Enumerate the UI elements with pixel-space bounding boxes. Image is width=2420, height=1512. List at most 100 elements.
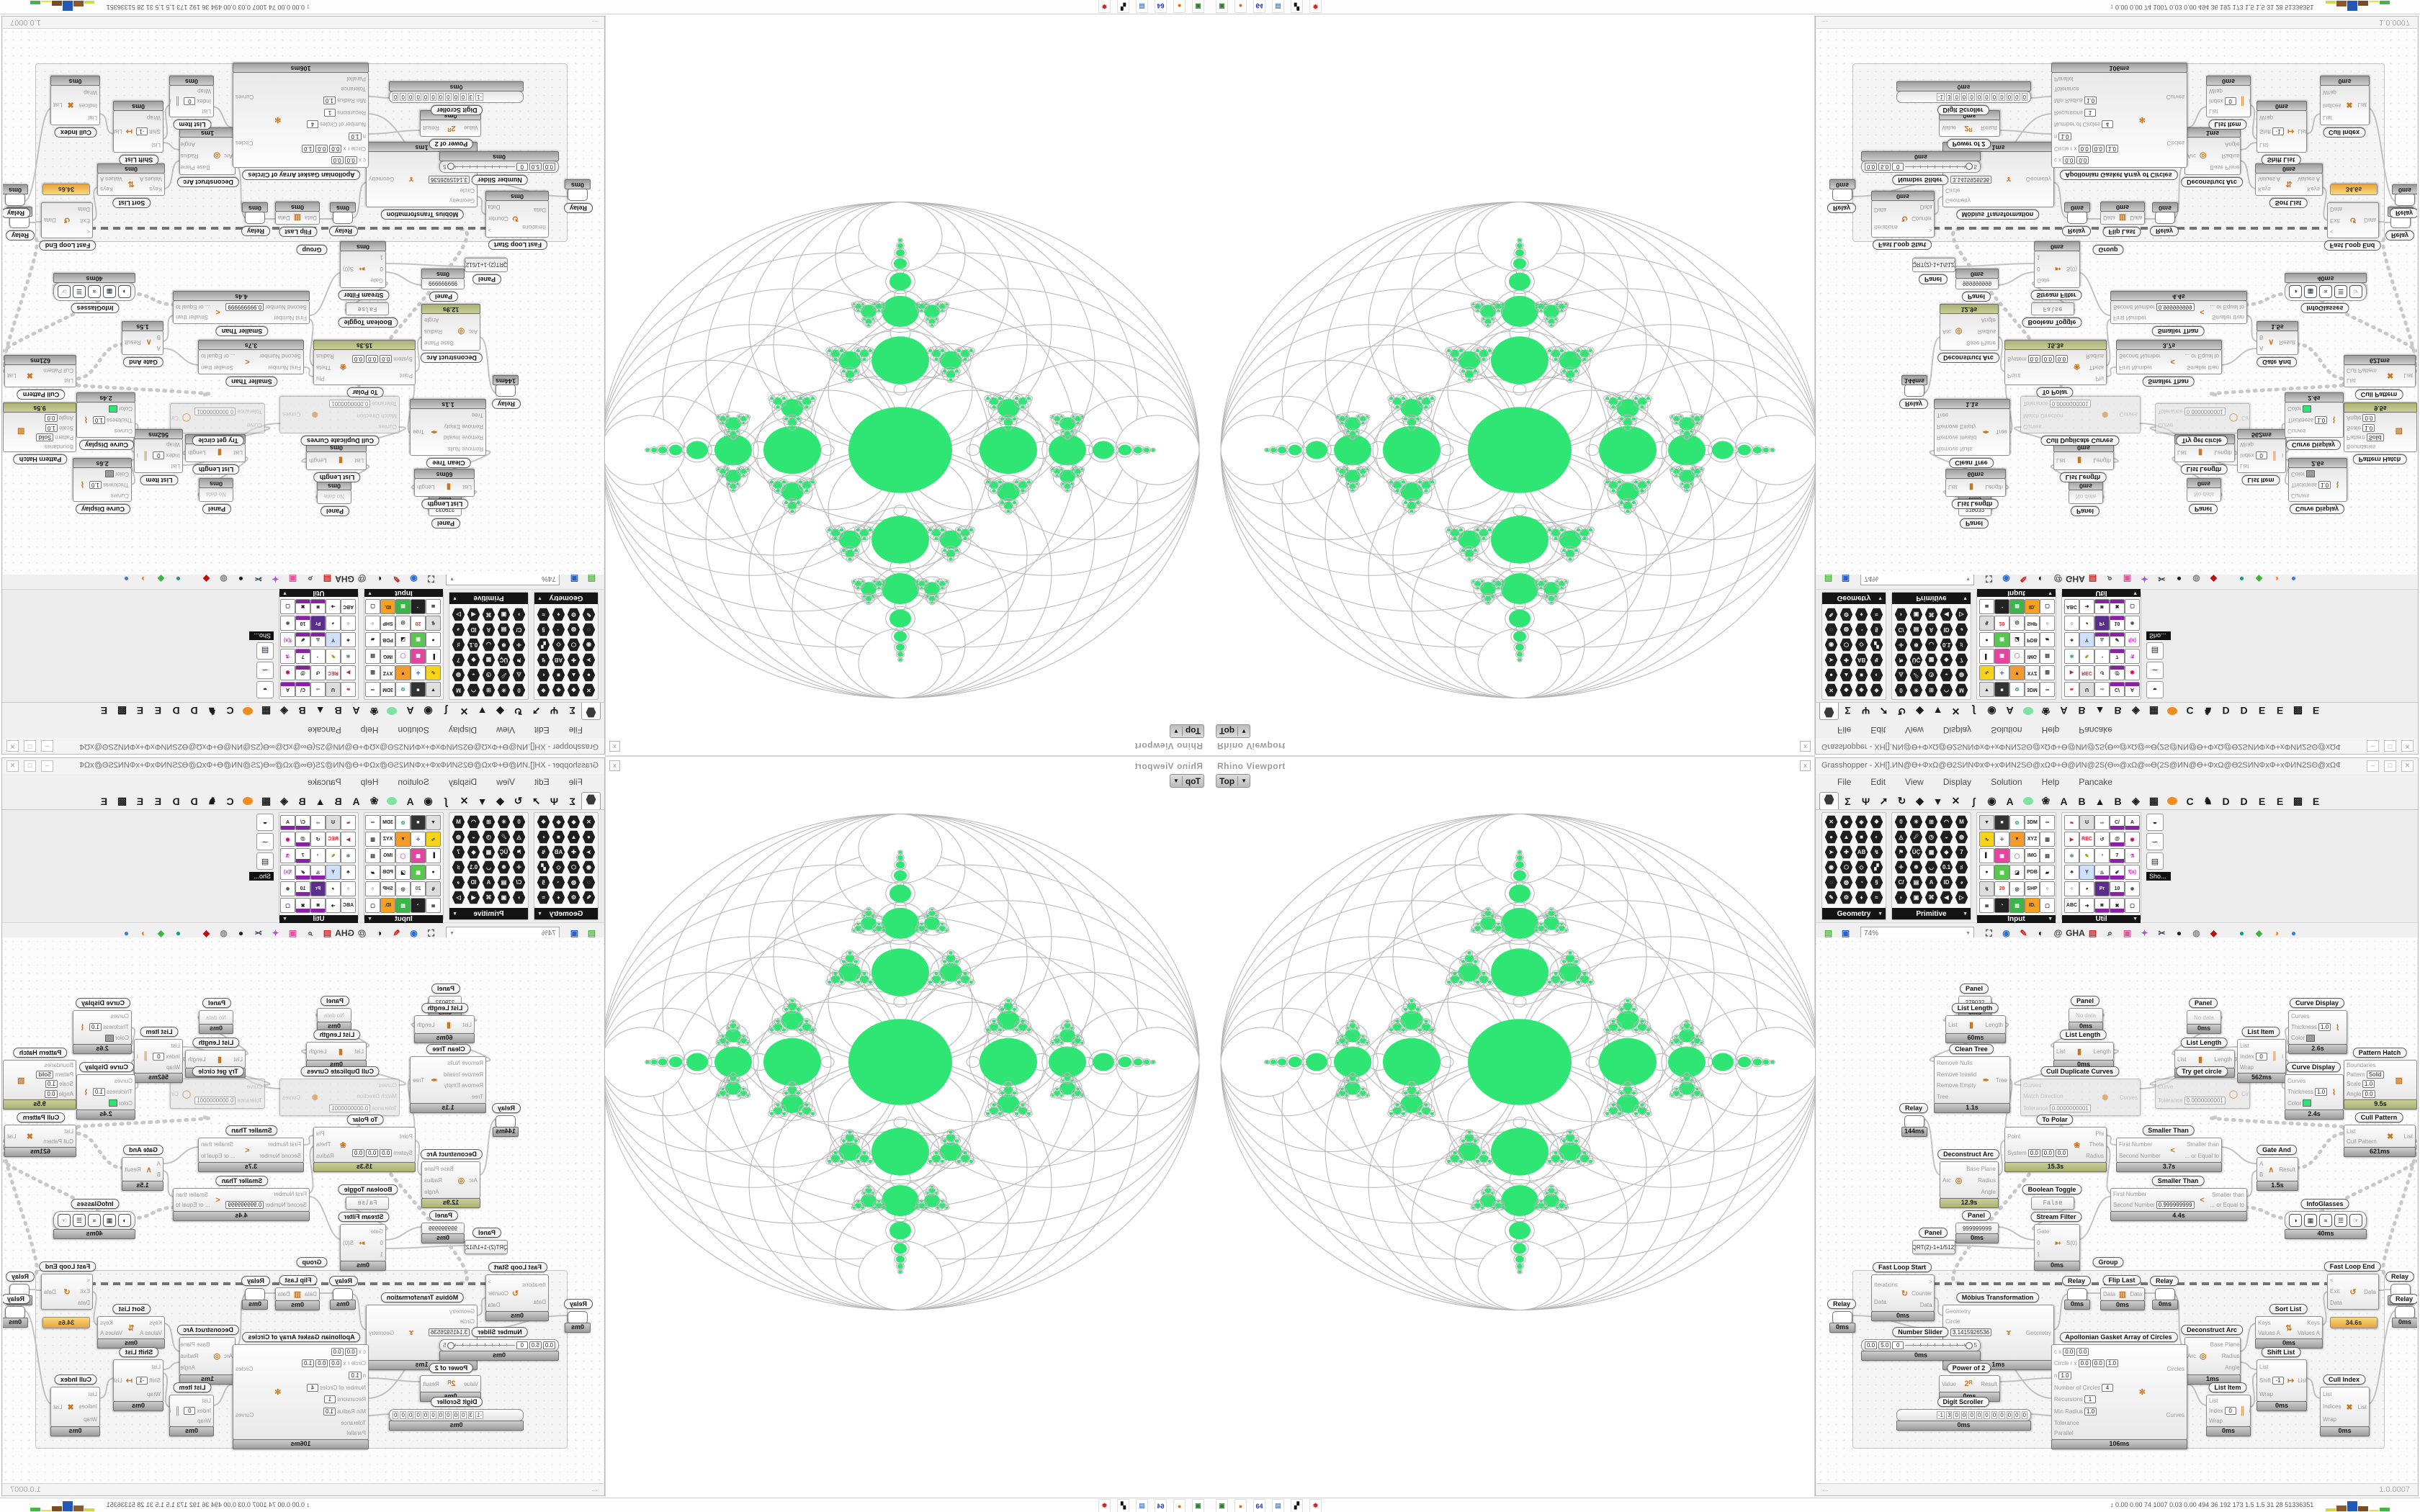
tab-2[interactable]: Ψ	[550, 705, 559, 716]
component-icon[interactable]: IMG	[380, 848, 395, 863]
component-icon[interactable]: ♦	[552, 891, 565, 904]
component-icon[interactable]: ↯	[537, 653, 550, 667]
tab-0[interactable]	[581, 703, 601, 720]
component-icon[interactable]: §	[537, 876, 550, 889]
taskbar-app-icon-5[interactable]: ✹	[1098, 1499, 1111, 1512]
tab-4[interactable]: ↻	[1897, 706, 1906, 717]
list-length-node[interactable]: List ▮ Length	[306, 451, 367, 470]
component-icon[interactable]: PDB	[2025, 632, 2040, 647]
cull-pattern-node[interactable]: List Cull Pattern ✖ List	[4, 1125, 76, 1148]
component-icon[interactable]: ↯	[426, 881, 441, 896]
component-icon[interactable]: ⚛	[341, 649, 356, 664]
palette-label-input[interactable]: Input ▼	[364, 915, 443, 923]
component-icon[interactable]: ◔	[1994, 599, 2009, 614]
tab-7[interactable]: ✕	[460, 795, 469, 806]
component-icon[interactable]: ABC	[2064, 898, 2079, 913]
list-item-node[interactable]: List Index 0 Wrap ║ i	[2237, 438, 2286, 473]
component-icon[interactable]: ◯	[2009, 649, 2025, 664]
component-icon[interactable]: ▼	[426, 815, 441, 830]
tab-25[interactable]: E	[136, 796, 144, 807]
stream-filter-node[interactable]: Gate 0 1 ➳ S(0)	[2034, 1224, 2080, 1261]
component-icon[interactable]: ◪	[395, 632, 411, 647]
stream-filter-node[interactable]: Gate 0 1 ➳ S(0)	[340, 251, 386, 288]
component-icon[interactable]: ◇	[552, 860, 565, 874]
component-icon[interactable]: A	[2125, 682, 2140, 697]
component-icon[interactable]: ✿	[395, 815, 411, 830]
component-icon[interactable]: REC	[2079, 832, 2094, 847]
component-icon[interactable]: 0.1	[1940, 860, 1953, 874]
list-length-node[interactable]: List ▮ Length	[2174, 444, 2235, 462]
component-icon[interactable]: ◉	[280, 832, 295, 847]
stream-filter-node[interactable]: Gate 0 1 ➳ S(0)	[2034, 251, 2080, 288]
component-icon[interactable]: ⚗	[280, 848, 295, 863]
cull-index-node[interactable]: List Indices Wrap ✖ List	[2320, 85, 2370, 125]
component-icon[interactable]: ▥	[365, 665, 380, 680]
menu-item-help[interactable]: Help	[2041, 777, 2060, 787]
component-icon[interactable]: ✐	[295, 865, 310, 880]
component-icon[interactable]: ◐	[1870, 830, 1883, 844]
component-icon[interactable]: ▼	[2009, 665, 2025, 680]
toolbar-icon-7[interactable]: @	[2053, 928, 2063, 938]
component-icon[interactable]: ❄	[497, 638, 511, 652]
tab-6[interactable]: ▼	[1932, 796, 1943, 807]
component-icon[interactable]: ❖	[1870, 815, 1883, 829]
component-icon[interactable]: ○	[2040, 616, 2055, 631]
component-icon[interactable]: ABC	[341, 898, 356, 913]
component-icon[interactable]: ↺	[2094, 665, 2110, 680]
component-icon[interactable]: Y	[2079, 865, 2094, 880]
viewport-close-button[interactable]: x	[609, 760, 620, 771]
component-icon[interactable]: ÜÇ	[497, 653, 511, 667]
component-icon[interactable]: ○	[365, 881, 380, 896]
fast-loop-end-node[interactable]: < Exit Data ↺ Data	[2327, 1274, 2379, 1310]
component-icon[interactable]: ◍	[1955, 830, 1968, 844]
deconstruct-arc-node[interactable]: Arc ◎ Base Plane Radius Angle	[1940, 1161, 1999, 1199]
tab-18[interactable]: ▦	[261, 795, 272, 806]
power-of-2-node[interactable]: Value 2ᴿ Result	[1939, 120, 2000, 137]
component-icon[interactable]: ▦	[1994, 865, 2009, 880]
component-icon[interactable]: C/	[295, 682, 310, 697]
fast-loop-start-node[interactable]: Iterations Data ↻ > Counter Data	[1871, 1274, 1935, 1312]
node-canvas[interactable]: Panel2790320msList LengthList▮Length60ms…	[1816, 29, 2417, 575]
palette-label-geometry[interactable]: Geometry ▼	[1822, 908, 1886, 919]
component-icon[interactable]: ◌	[1824, 876, 1838, 889]
tab-8[interactable]: ʃ	[444, 705, 448, 716]
viewport-close-button[interactable]: x	[1800, 760, 1811, 771]
component-icon[interactable]: ■	[552, 668, 565, 682]
component-icon[interactable]: ↺	[310, 832, 326, 847]
component-icon[interactable]: ≣	[426, 898, 441, 913]
tab-24[interactable]: E	[154, 705, 162, 716]
component-icon[interactable]: ◌	[582, 623, 596, 636]
panel-node[interactable]: No data	[317, 490, 351, 504]
component-icon[interactable]: ⬡	[567, 638, 581, 652]
component-icon[interactable]: ▤	[497, 623, 511, 636]
component-icon[interactable]: ▤	[2040, 649, 2055, 664]
tab-17[interactable]: ◈	[280, 795, 288, 806]
component-icon[interactable]: ≈	[537, 891, 550, 904]
tab-18[interactable]: ▦	[261, 706, 272, 717]
close-button[interactable]: ✕	[2401, 740, 2414, 752]
component-icon[interactable]: ◔	[552, 876, 565, 889]
component-icon[interactable]: ◆	[467, 845, 480, 859]
component-icon[interactable]: ✖	[2110, 898, 2125, 913]
component-icon[interactable]: ◷	[1924, 668, 1938, 682]
panel-node[interactable]: No data	[2187, 1010, 2221, 1025]
node-canvas[interactable]: Panel2790320msList LengthList▮Length60ms…	[3, 937, 604, 1483]
component-icon[interactable]: @	[2110, 832, 2125, 847]
relay-node[interactable]	[568, 188, 588, 201]
curve-display-node[interactable]: Curves Thickness 1.0 Color ⌇	[73, 1010, 132, 1045]
to-polar-node[interactable]: Point System 0.0 0.0 0.0 ❀ Phi Theta Radius	[2004, 349, 2107, 385]
component-icon[interactable]: ✹	[2125, 616, 2140, 631]
tab-13[interactable]: A	[352, 796, 360, 807]
component-icon[interactable]: ♯	[1955, 860, 1968, 874]
panel-node[interactable]: 34.6s	[42, 1317, 90, 1328]
component-icon[interactable]: 3DM	[2025, 682, 2040, 697]
tab-16[interactable]: B	[298, 796, 306, 807]
component-icon[interactable]: ABC	[2064, 599, 2079, 614]
tab-11[interactable]	[2019, 794, 2037, 809]
component-icon[interactable]: ∿	[426, 832, 441, 847]
component-icon[interactable]: ◔	[310, 649, 326, 664]
taskbar-app-icon-0[interactable]: ▣	[1216, 0, 1228, 13]
component-icon[interactable]: ◆	[1940, 845, 1953, 859]
component-icon[interactable]: A	[1924, 876, 1938, 889]
component-icon[interactable]: ⌘	[1924, 891, 1938, 904]
